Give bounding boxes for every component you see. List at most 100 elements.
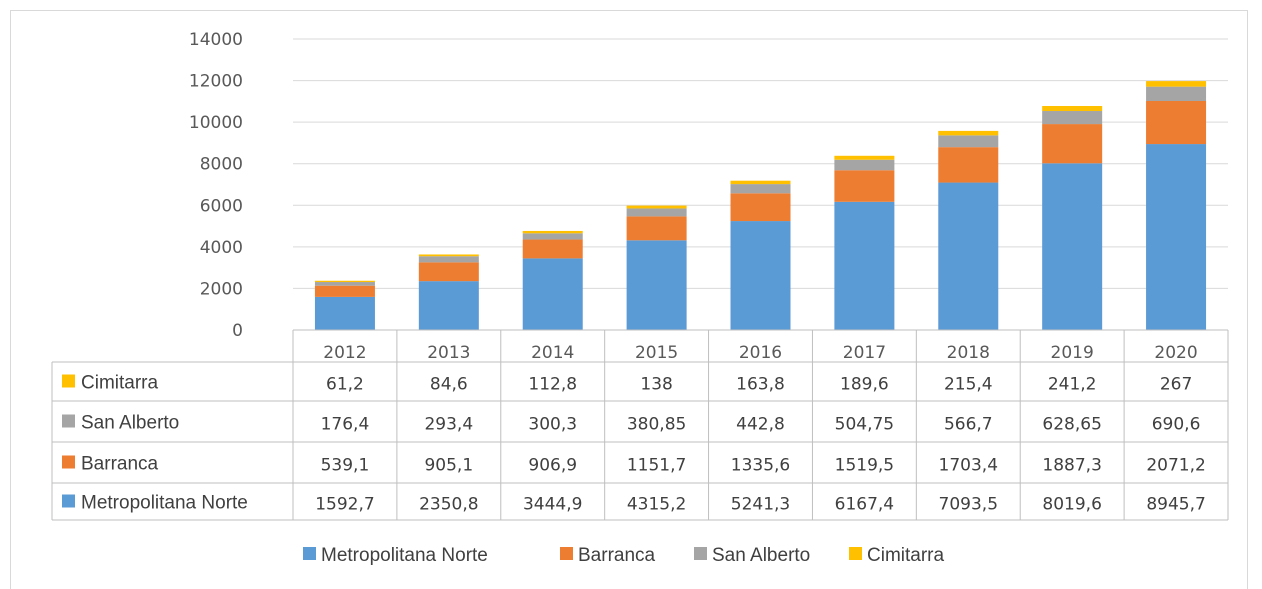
legend-swatch-barranca — [560, 547, 573, 560]
bar-cimitarra — [626, 205, 687, 209]
bar-barranca — [418, 262, 479, 282]
bar-cimitarra — [418, 254, 479, 257]
table-cell: 176,4 — [321, 415, 370, 435]
x-tick-label: 2018 — [947, 343, 990, 363]
table-cell: 6167,4 — [835, 495, 894, 515]
x-tick-label: 2013 — [427, 343, 470, 363]
bar-cimitarra — [1146, 81, 1207, 87]
bar-barranca — [834, 170, 895, 202]
table-cell: 905,1 — [424, 456, 473, 476]
x-tick-label: 2012 — [323, 343, 366, 363]
bar-cimitarra — [834, 155, 895, 160]
table-swatch-barranca — [62, 455, 75, 469]
bar-san-alberto — [1146, 86, 1207, 102]
table-swatch-cimitarra — [62, 374, 75, 388]
legend-label: Cimitarra — [867, 545, 944, 566]
bar-barranca — [1146, 101, 1207, 145]
bar-san-alberto — [1042, 111, 1103, 125]
table-swatch-metropolitana-norte — [62, 494, 75, 508]
x-tick-label: 2016 — [739, 343, 782, 363]
bar-san-alberto — [314, 282, 375, 286]
y-tick-label: 12000 — [189, 72, 243, 92]
bar-san-alberto — [522, 233, 583, 240]
y-tick-label: 0 — [232, 321, 243, 341]
bar-metropolitana-norte — [1042, 163, 1103, 330]
x-tick-label: 2015 — [635, 343, 678, 363]
table-cell: 138 — [640, 375, 672, 395]
table-cell: 241,2 — [1048, 375, 1097, 395]
table-cell: 628,65 — [1042, 415, 1101, 435]
x-tick-label: 2014 — [531, 343, 574, 363]
bar-barranca — [522, 239, 583, 259]
table-cell: 539,1 — [321, 456, 370, 476]
y-tick-label: 8000 — [200, 155, 243, 175]
y-tick-label: 6000 — [200, 196, 243, 216]
bar-san-alberto — [418, 256, 479, 263]
bar-barranca — [938, 147, 999, 183]
bar-barranca — [626, 216, 687, 241]
table-row-label: Barranca — [81, 454, 159, 475]
table-cell: 2350,8 — [419, 495, 478, 515]
table-cell: 504,75 — [835, 415, 894, 435]
bar-metropolitana-norte — [1146, 144, 1207, 330]
legend-label: Metropolitana Norte — [321, 545, 488, 566]
y-tick-label: 4000 — [200, 238, 243, 258]
table-cell: 690,6 — [1152, 415, 1201, 435]
table-cell: 61,2 — [326, 375, 364, 395]
bar-cimitarra — [522, 230, 583, 234]
y-tick-label: 2000 — [200, 279, 243, 299]
x-tick-label: 2020 — [1154, 343, 1197, 363]
table-cell: 267 — [1160, 375, 1192, 395]
bar-cimitarra — [938, 130, 999, 136]
table-cell: 8945,7 — [1146, 495, 1205, 515]
table-cell: 906,9 — [528, 456, 577, 476]
bar-san-alberto — [938, 135, 999, 148]
bar-metropolitana-norte — [938, 182, 999, 330]
legend-label: San Alberto — [712, 545, 810, 566]
table-cell: 4315,2 — [627, 495, 686, 515]
table-cell: 84,6 — [430, 375, 468, 395]
bar-metropolitana-norte — [522, 258, 583, 330]
table-cell: 7093,5 — [939, 495, 998, 515]
table-cell: 300,3 — [528, 415, 577, 435]
bar-metropolitana-norte — [626, 240, 687, 330]
x-tick-label: 2017 — [843, 343, 886, 363]
table-cell: 566,7 — [944, 415, 993, 435]
bar-cimitarra — [1042, 105, 1103, 112]
table-cell: 5241,3 — [731, 495, 790, 515]
table-cell: 1887,3 — [1042, 456, 1101, 476]
table-cell: 380,85 — [627, 415, 686, 435]
legend-swatch-san-alberto — [694, 547, 707, 560]
table-cell: 112,8 — [528, 375, 577, 395]
x-tick-label: 2019 — [1051, 343, 1094, 363]
table-row-label: Cimitarra — [81, 373, 158, 394]
table-cell: 189,6 — [840, 375, 889, 395]
bar-san-alberto — [730, 184, 791, 194]
legend-swatch-metropolitana-norte — [303, 547, 316, 560]
table-cell: 1592,7 — [315, 495, 374, 515]
legend-label: Barranca — [578, 545, 656, 566]
table-cell: 8019,6 — [1042, 495, 1101, 515]
table-cell: 1519,5 — [835, 456, 894, 476]
bar-barranca — [1042, 124, 1103, 164]
bar-cimitarra — [730, 180, 791, 185]
table-row-label: San Alberto — [81, 413, 179, 434]
legend-swatch-cimitarra — [849, 547, 862, 560]
table-cell: 215,4 — [944, 375, 993, 395]
bar-metropolitana-norte — [834, 201, 895, 330]
table-cell: 1335,6 — [731, 456, 790, 476]
table-row-label: Metropolitana Norte — [81, 493, 248, 514]
table-swatch-san-alberto — [62, 414, 75, 428]
bar-metropolitana-norte — [418, 281, 479, 330]
bar-cimitarra — [314, 280, 375, 283]
chart-frame — [10, 10, 1248, 589]
y-tick-label: 14000 — [189, 30, 243, 50]
table-cell: 1703,4 — [939, 456, 998, 476]
bar-barranca — [730, 193, 791, 222]
bar-san-alberto — [834, 159, 895, 171]
bar-barranca — [314, 285, 375, 297]
y-tick-label: 10000 — [189, 113, 243, 133]
bar-metropolitana-norte — [730, 221, 791, 330]
table-cell: 293,4 — [424, 415, 473, 435]
